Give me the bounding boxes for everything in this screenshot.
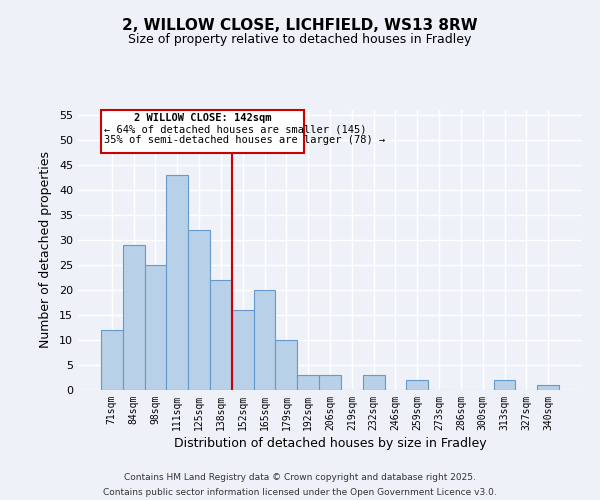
Bar <box>145 265 166 390</box>
Text: 2, WILLOW CLOSE, LICHFIELD, WS13 8RW: 2, WILLOW CLOSE, LICHFIELD, WS13 8RW <box>122 18 478 32</box>
Text: Size of property relative to detached houses in Fradley: Size of property relative to detached ho… <box>128 32 472 46</box>
Bar <box>232 310 254 390</box>
Bar <box>297 375 319 390</box>
Bar <box>406 380 428 390</box>
Bar <box>166 175 188 390</box>
Y-axis label: Number of detached properties: Number of detached properties <box>39 152 52 348</box>
Text: 2 WILLOW CLOSE: 142sqm: 2 WILLOW CLOSE: 142sqm <box>134 113 271 123</box>
Bar <box>210 280 232 390</box>
X-axis label: Distribution of detached houses by size in Fradley: Distribution of detached houses by size … <box>173 437 487 450</box>
Bar <box>319 375 341 390</box>
Bar <box>254 290 275 390</box>
Bar <box>363 375 385 390</box>
Bar <box>537 385 559 390</box>
Text: Contains public sector information licensed under the Open Government Licence v3: Contains public sector information licen… <box>103 488 497 497</box>
Bar <box>494 380 515 390</box>
Text: 35% of semi-detached houses are larger (78) →: 35% of semi-detached houses are larger (… <box>104 135 385 145</box>
Text: Contains HM Land Registry data © Crown copyright and database right 2025.: Contains HM Land Registry data © Crown c… <box>124 473 476 482</box>
Bar <box>123 245 145 390</box>
Bar <box>101 330 123 390</box>
Bar <box>275 340 297 390</box>
Text: ← 64% of detached houses are smaller (145): ← 64% of detached houses are smaller (14… <box>104 124 367 134</box>
Bar <box>188 230 210 390</box>
FancyBboxPatch shape <box>101 110 304 152</box>
